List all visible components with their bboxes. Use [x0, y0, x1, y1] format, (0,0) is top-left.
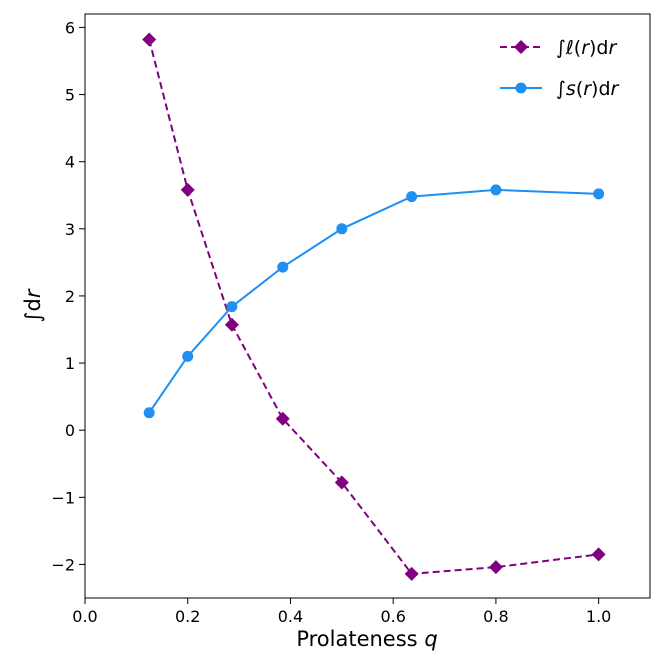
- series-1-point: [224, 317, 239, 332]
- series-1-point: [180, 182, 195, 197]
- legend-label-part: r: [611, 78, 620, 100]
- x-tick-label: 0.0: [72, 607, 97, 626]
- legend-label-2: ∫s(r)dr: [556, 78, 620, 100]
- y-tick-label: 4: [65, 153, 75, 172]
- series-line-2: [148, 188, 599, 414]
- y-tick-label: 5: [65, 86, 75, 105]
- x-axis-label-var: q: [424, 627, 437, 651]
- x-axis-label: Prolateness q: [296, 627, 437, 651]
- series-2-point: [277, 261, 289, 273]
- plot-marks: [142, 32, 606, 581]
- series-line-1: [148, 39, 599, 575]
- series-2-point: [406, 191, 418, 203]
- x-axis-ticks: 0.0 0.2 0.4 0.6 0.8 1.0: [72, 598, 611, 626]
- x-tick-label: 0.8: [483, 607, 508, 626]
- series-2-point: [182, 350, 194, 362]
- plot-frame: [84, 13, 651, 599]
- y-axis-label-d: d: [21, 298, 45, 311]
- series-2-point: [336, 223, 348, 235]
- x-tick-label: 0.4: [278, 607, 303, 626]
- legend-label-1: ∫ℓ(r)dr: [556, 37, 617, 59]
- legend-label-part: r: [583, 78, 592, 100]
- x-tick-label: 1.0: [586, 607, 611, 626]
- y-tick-label: 2: [65, 287, 75, 306]
- y-axis-label: ∫dr: [21, 288, 45, 322]
- legend-label-part: (: [576, 78, 583, 100]
- x-tick-label: 0.2: [175, 607, 200, 626]
- series-1-point: [488, 560, 503, 575]
- series-1-point: [404, 566, 419, 581]
- y-tick-label: 0: [65, 421, 75, 440]
- legend-label-part: ∫: [556, 37, 566, 59]
- y-tick-label: −2: [51, 555, 75, 574]
- y-axis-label-r: r: [21, 288, 45, 298]
- y-tick-label: 6: [65, 18, 75, 37]
- series-1-point: [591, 547, 606, 562]
- y-axis-label-integral: ∫: [21, 312, 45, 323]
- legend-label-part: )d: [589, 37, 608, 59]
- legend-marker-1: [514, 40, 528, 54]
- y-tick-label: −1: [51, 488, 75, 507]
- series-1-point: [142, 32, 157, 47]
- legend: ∫ℓ(r)dr∫s(r)dr: [500, 37, 620, 100]
- legend-label-part: r: [608, 37, 617, 59]
- series-2-point: [490, 184, 502, 196]
- legend-marker-2: [515, 82, 527, 94]
- series-1-point: [275, 411, 290, 426]
- y-tick-label: 1: [65, 354, 75, 373]
- legend-label-part: ∫: [556, 78, 566, 100]
- x-axis-label-text: Prolateness: [296, 627, 417, 651]
- legend-label-part: r: [581, 37, 590, 59]
- x-tick-label: 0.6: [380, 607, 405, 626]
- series-2-point: [226, 301, 238, 313]
- y-axis-ticks: −2 −1 0 1 2 3 4 5 6: [51, 18, 85, 574]
- legend-label-part: ℓ: [565, 37, 574, 59]
- series-1-point: [334, 475, 349, 490]
- legend-label-part: )d: [591, 78, 610, 100]
- legend-label-part: s: [566, 78, 576, 100]
- y-tick-label: 3: [65, 220, 75, 239]
- legend-label-part: (: [574, 37, 581, 59]
- series-2-point: [593, 188, 605, 200]
- series-2-point: [143, 407, 155, 419]
